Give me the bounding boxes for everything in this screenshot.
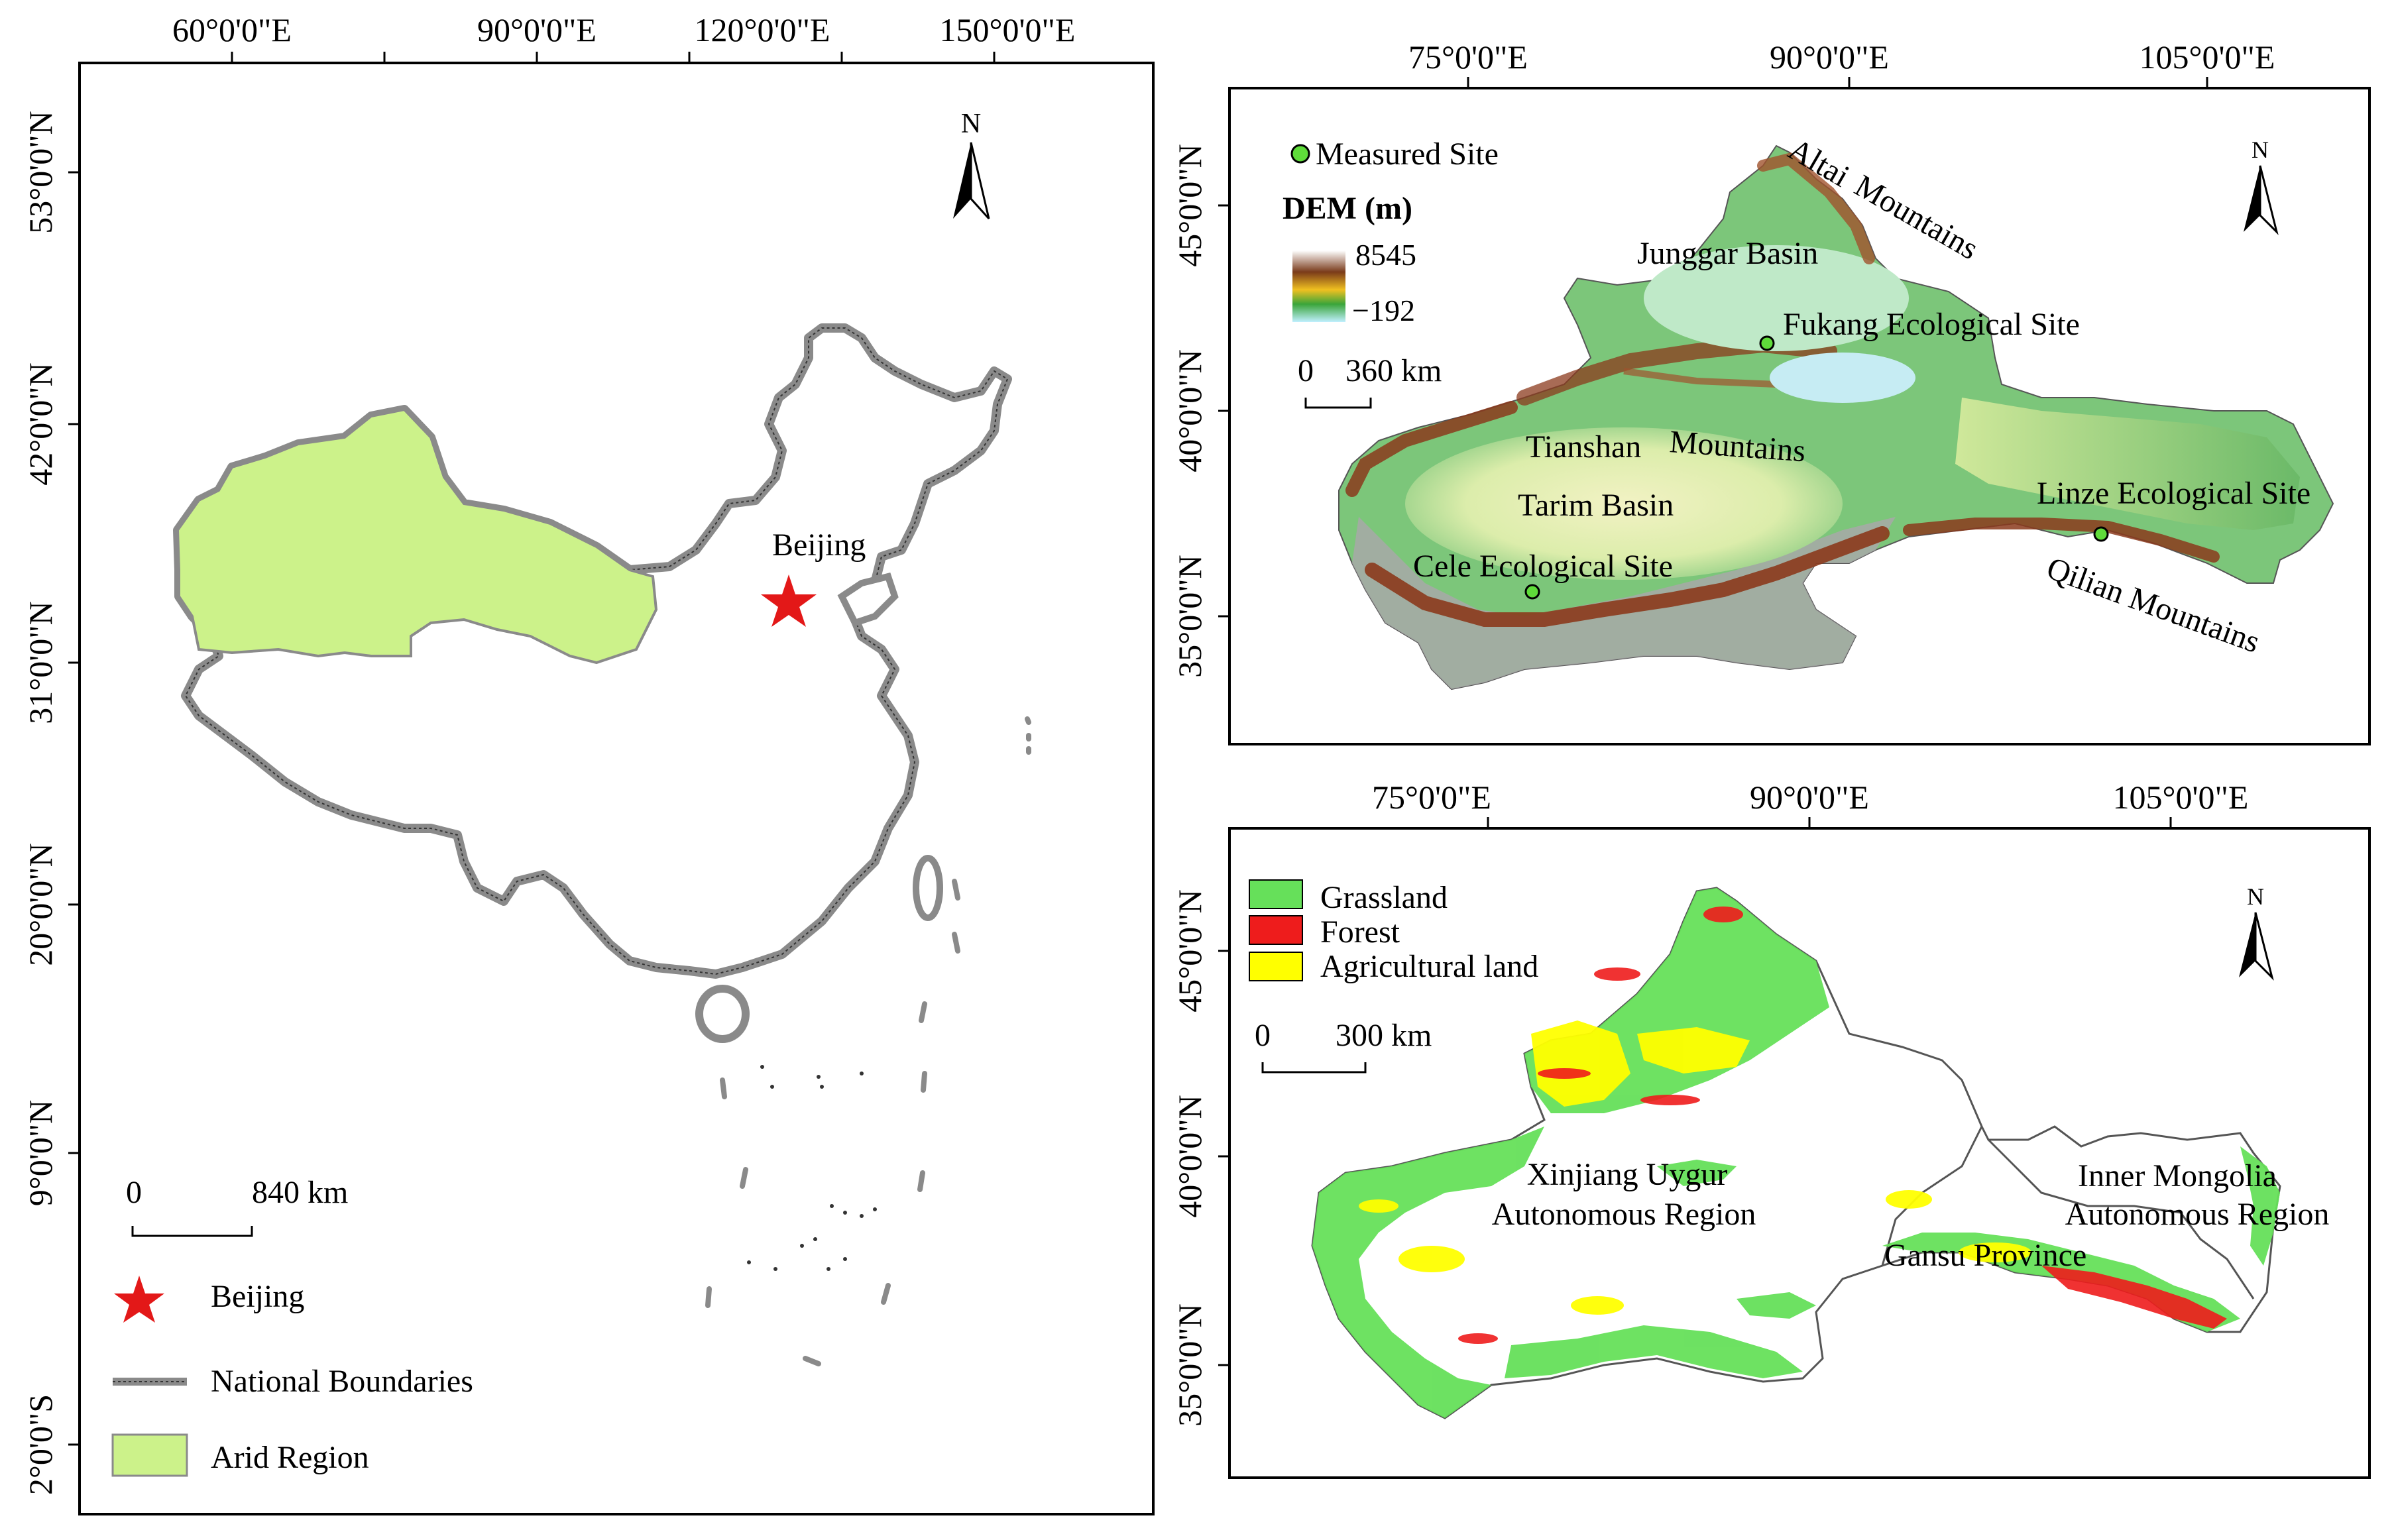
taiwan-island <box>913 855 943 921</box>
forest-legend: Forest <box>1320 914 1400 950</box>
panel-a-left-tick-label: 53°0'0"N <box>22 111 59 234</box>
measured-site-legend: Measured Site <box>1316 137 1499 172</box>
panel-a-legend: Beijing National Boundaries Arid Region <box>111 1276 473 1477</box>
hainan-island <box>695 985 750 1043</box>
north-label: N <box>2252 137 2269 163</box>
beijing-star-marker <box>761 575 817 627</box>
panel-a-top-tick-label: 120°0'0"E <box>695 11 830 48</box>
south-china-sea-islands <box>747 1065 877 1271</box>
panel-a-left-tick-label: 2°0'0"S <box>22 1394 59 1495</box>
scale-zero: 0 <box>126 1175 142 1210</box>
panel-a-scale-bar: 0 840 km <box>126 1175 348 1237</box>
legend-boundary: National Boundaries <box>211 1364 473 1399</box>
legend-star-icon <box>114 1276 164 1323</box>
panel-a-top-tick-label: 150°0'0"E <box>940 11 1076 48</box>
tianshan-label: Tianshan <box>1526 429 1641 465</box>
panel-c-scale-bar <box>1261 1062 1367 1073</box>
grassland-legend-icon <box>1249 879 1303 909</box>
dem-title: DEM (m) <box>1283 191 1412 226</box>
panel-c-north-arrow: N <box>2239 883 2274 981</box>
dem-eastern-plain <box>1955 398 2300 530</box>
panel-a-top-tick-label: 90°0'0"E <box>477 11 597 48</box>
panel-a-left-tick-label: 20°0'0"N <box>22 843 59 966</box>
mongolia-label-line2: Autonomous Region <box>2065 1197 2330 1232</box>
legend-beijing: Beijing <box>211 1279 304 1314</box>
agri-legend: Agricultural land <box>1320 949 1538 984</box>
panel-c-left-tick-label: 35°0'0"N <box>1171 1303 1208 1427</box>
north-label: N <box>2247 883 2264 910</box>
scale-end: 840 km <box>252 1175 348 1210</box>
panel-a-north-arrow: N <box>953 109 990 220</box>
panel-a-top-tick-label: 60°0'0"E <box>172 11 292 48</box>
panel-c-landcover-map: 75°0'0"E 90°0'0"E 105°0'0"E 45°0'0"N 40°… <box>1171 779 2371 1479</box>
panel-c-scale-end: 300 km <box>1336 1018 1432 1053</box>
panel-b-scale-zero: 0 <box>1298 353 1314 388</box>
panel-a-china-map: 60°0'0"E 90°0'0"E 120°0'0"E 150°0'0"E 53… <box>22 11 1155 1515</box>
forest-patches <box>1458 907 2227 1344</box>
tarim-label: Tarim Basin <box>1518 488 1674 523</box>
bohai-bay <box>837 573 899 628</box>
junggar-label: Junggar Basin <box>1637 236 1818 271</box>
dem-junggar-basin <box>1644 245 1909 351</box>
beijing-label: Beijing <box>772 527 866 563</box>
panel-b-dem-map: 75°0'0"E 90°0'0"E 105°0'0"E 45°0'0"N 40°… <box>1171 38 2371 745</box>
panel-c-left-tick-label: 45°0'0"N <box>1171 889 1208 1013</box>
linze-label: Linze Ecological Site <box>2037 476 2310 511</box>
legend-arid-icon <box>111 1433 188 1477</box>
panel-b-left-tick-label: 40°0'0"N <box>1171 349 1208 472</box>
agricultural-patches <box>1359 1020 2031 1315</box>
gansu-mongolia-boundary <box>1987 1138 2255 1299</box>
panel-b-top-tick-label: 90°0'0"E <box>1770 38 1889 76</box>
panel-b-top-tick-label: 105°0'0"E <box>2139 38 2275 76</box>
cele-site-marker <box>1524 584 1540 600</box>
dem-tarim-basin <box>1405 427 1843 580</box>
north-label: N <box>961 109 981 139</box>
gansu-label: Gansu Province <box>1884 1238 2086 1273</box>
legend-arid: Arid Region <box>211 1440 369 1475</box>
panel-a-left-tick-label: 9°0'0"N <box>22 1100 59 1207</box>
panel-a-left-tick-label: 31°0'0"N <box>22 601 59 724</box>
mongolia-label-line1: Inner Mongolia <box>2078 1158 2277 1193</box>
panel-c-top-tick-label: 105°0'0"E <box>2113 779 2249 816</box>
forest-legend-icon <box>1249 915 1303 945</box>
arid-region <box>176 408 658 665</box>
grassland-legend: Grassland <box>1320 880 1448 915</box>
xinjiang-label-line1: Xinjiang Uygur <box>1527 1157 1728 1192</box>
panel-b-left-tick-label: 35°0'0"N <box>1171 555 1208 678</box>
panel-b-scale-end: 360 km <box>1345 353 1442 388</box>
agri-legend-icon <box>1249 952 1303 981</box>
cele-label: Cele Ecological Site <box>1413 549 1673 584</box>
fukang-label: Fukang Ecological Site <box>1783 307 2080 342</box>
dem-color-ramp <box>1292 250 1345 322</box>
dem-max-label: 8545 <box>1355 238 1416 272</box>
south-china-sea-dashes <box>705 716 1031 1366</box>
panel-c-left-tick-label: 40°0'0"N <box>1171 1095 1208 1218</box>
fukang-site-marker <box>1759 335 1775 351</box>
panel-b-left-tick-label: 45°0'0"N <box>1171 144 1208 267</box>
panel-a-left-tick-label: 42°0'0"N <box>22 362 59 486</box>
panel-b-scale-bar <box>1304 398 1372 409</box>
dem-qilian-mountains <box>1903 518 2220 563</box>
panel-c-scale-zero: 0 <box>1255 1018 1271 1053</box>
measured-site-legend-icon <box>1290 144 1310 164</box>
panel-b-top-tick-label: 75°0'0"E <box>1408 38 1528 76</box>
xinjiang-label-line2: Autonomous Region <box>1492 1197 1756 1232</box>
panel-b-north-arrow: N <box>2244 137 2279 235</box>
linze-site-marker <box>2093 526 2109 542</box>
panel-a-left-ticks <box>68 171 80 1446</box>
dem-min-label: −192 <box>1352 294 1415 327</box>
dem-altai-mountains <box>1757 152 1875 264</box>
panel-c-top-tick-label: 75°0'0"E <box>1372 779 1491 816</box>
panel-c-top-tick-label: 90°0'0"E <box>1750 779 1869 816</box>
panel-a-top-ticks <box>231 52 996 63</box>
